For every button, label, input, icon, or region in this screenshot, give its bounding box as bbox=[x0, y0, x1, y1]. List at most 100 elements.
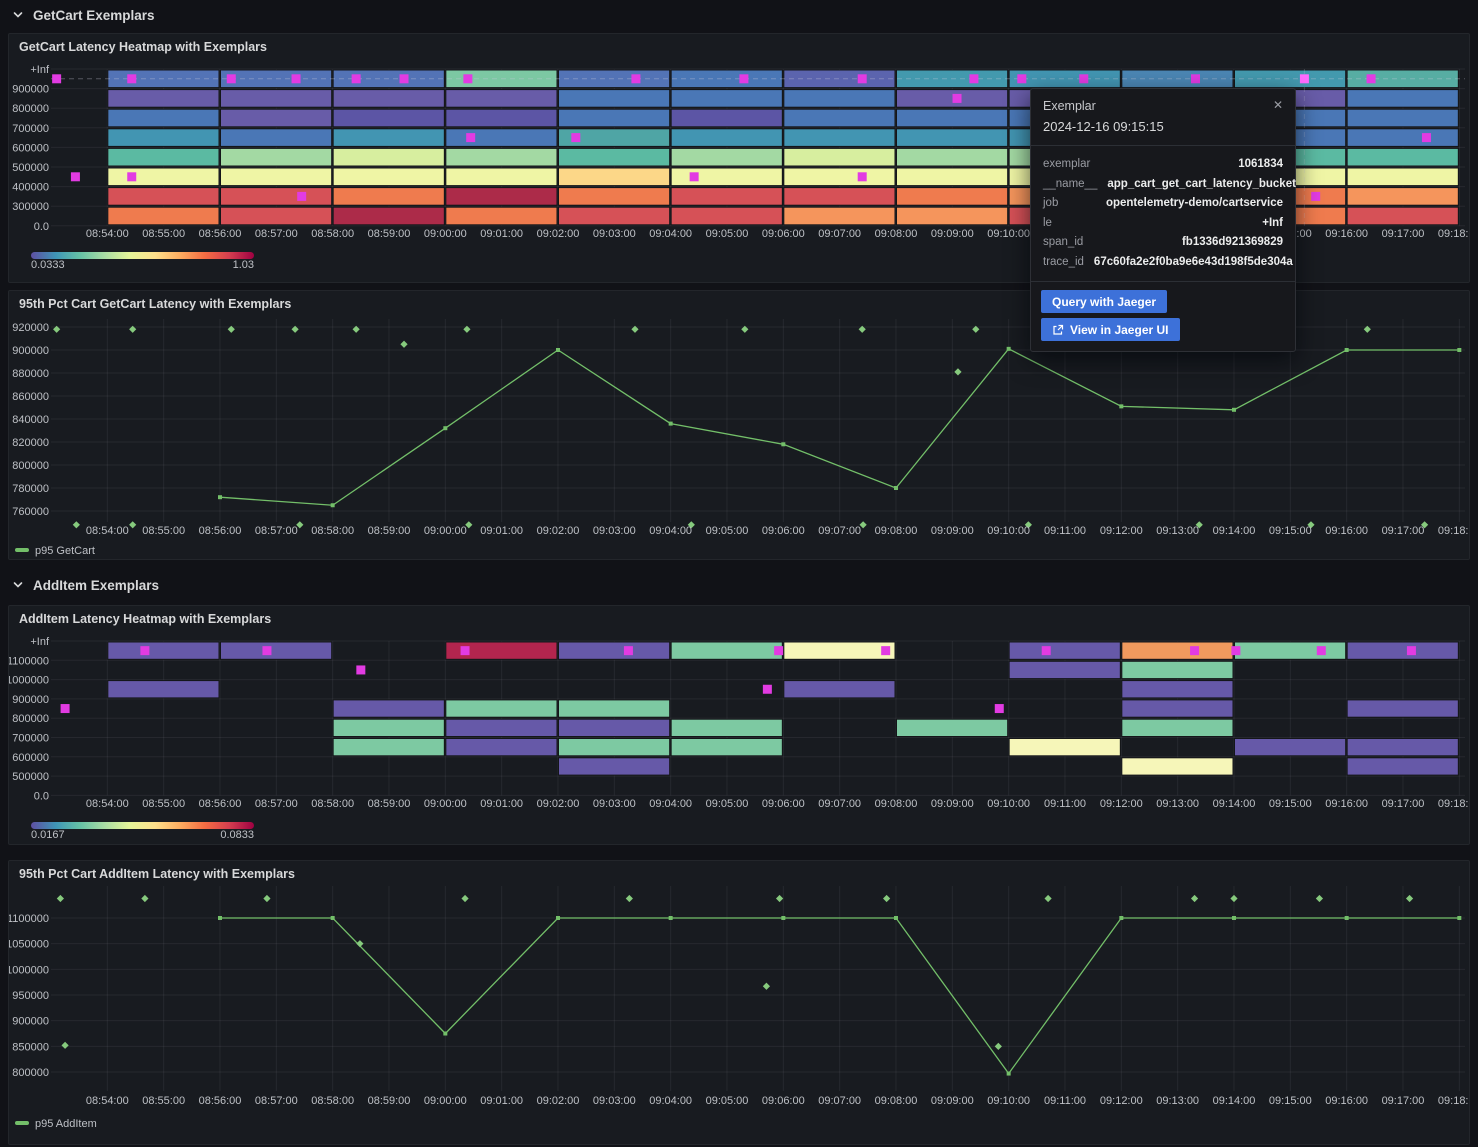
exemplar-marker-highlighted[interactable] bbox=[1299, 74, 1309, 84]
heatmap-cell[interactable] bbox=[332, 187, 445, 206]
heatmap-cell[interactable] bbox=[1346, 167, 1459, 187]
exemplar-marker[interactable] bbox=[857, 172, 867, 182]
exemplar-marker[interactable] bbox=[689, 172, 699, 182]
heatmap-cell[interactable] bbox=[445, 206, 558, 226]
panel-title[interactable]: 95th Pct Cart AddItem Latency with Exemp… bbox=[19, 867, 296, 881]
heatmap-cell[interactable] bbox=[895, 147, 1009, 167]
heatmap-cell[interactable] bbox=[219, 128, 333, 147]
heatmap-cell[interactable] bbox=[895, 128, 1009, 147]
heatmap-cell[interactable] bbox=[670, 108, 783, 128]
heatmap-cell[interactable] bbox=[670, 128, 783, 147]
exemplar-marker[interactable] bbox=[571, 133, 581, 143]
series-point[interactable] bbox=[330, 503, 335, 508]
heatmap-cell[interactable] bbox=[1346, 641, 1459, 660]
exemplar-diamond[interactable] bbox=[883, 894, 891, 903]
exemplar-marker[interactable] bbox=[774, 646, 784, 656]
heatmap-cell[interactable] bbox=[1233, 738, 1347, 757]
exemplar-marker[interactable] bbox=[1079, 74, 1089, 84]
heatmap-cell[interactable] bbox=[332, 108, 445, 128]
exemplar-marker[interactable] bbox=[127, 74, 137, 84]
heatmap-cell[interactable] bbox=[332, 738, 445, 757]
series-point[interactable] bbox=[668, 421, 673, 426]
series-point[interactable] bbox=[893, 486, 898, 490]
exemplar-diamond[interactable] bbox=[356, 940, 364, 948]
series-point[interactable] bbox=[1344, 916, 1349, 920]
heatmap-cell[interactable] bbox=[332, 206, 445, 226]
heatmap-cell[interactable] bbox=[1233, 69, 1347, 89]
heatmap-cell[interactable] bbox=[670, 89, 783, 108]
heatmap-cell[interactable] bbox=[895, 187, 1009, 206]
heatmap-cell[interactable] bbox=[557, 641, 671, 660]
exemplar-marker[interactable] bbox=[466, 133, 476, 143]
heatmap-cell[interactable] bbox=[445, 718, 558, 737]
exemplar-diamond[interactable] bbox=[1420, 521, 1429, 529]
heatmap-cell[interactable] bbox=[107, 680, 220, 699]
heatmap-cell[interactable] bbox=[557, 128, 671, 147]
section-row-additem[interactable]: AddItem Exemplars bbox=[0, 570, 1478, 600]
heatmap-cell[interactable] bbox=[332, 167, 445, 187]
heatmap-cell[interactable] bbox=[1008, 69, 1121, 89]
heatmap-cell[interactable] bbox=[1346, 147, 1459, 167]
heatmap-cell[interactable] bbox=[557, 147, 671, 167]
heatmap-cell[interactable] bbox=[107, 128, 220, 147]
heatmap-cell[interactable] bbox=[445, 167, 558, 187]
heatmap-cell[interactable] bbox=[783, 69, 896, 89]
series-point[interactable] bbox=[330, 916, 335, 920]
exemplar-marker[interactable] bbox=[463, 74, 473, 84]
exemplar-marker[interactable] bbox=[127, 172, 137, 182]
heatmap-cell[interactable] bbox=[1121, 680, 1234, 699]
heatmap-cell[interactable] bbox=[557, 738, 671, 757]
exemplar-diamond[interactable] bbox=[775, 894, 784, 903]
additem-latency-plot[interactable]: 1100000 1050000 1000000 950000 900000 850000 8… bbox=[9, 861, 1469, 1144]
series-point[interactable] bbox=[781, 442, 786, 447]
exemplar-diamond[interactable] bbox=[1230, 894, 1238, 903]
exemplar-diamond[interactable] bbox=[61, 1041, 69, 1049]
heatmap-cell[interactable] bbox=[332, 699, 445, 718]
heatmap-cell[interactable] bbox=[670, 69, 783, 89]
exemplar-marker[interactable] bbox=[762, 684, 772, 694]
heatmap-cell[interactable] bbox=[1346, 128, 1459, 147]
exemplar-marker[interactable] bbox=[297, 191, 307, 201]
exemplar-marker[interactable] bbox=[969, 74, 979, 84]
heatmap-cell[interactable] bbox=[445, 69, 558, 89]
series-point[interactable] bbox=[781, 916, 786, 920]
exemplar-marker[interactable] bbox=[1316, 646, 1326, 656]
exemplar-marker[interactable] bbox=[291, 74, 301, 84]
heatmap-cell[interactable] bbox=[1346, 206, 1459, 226]
exemplar-diamond[interactable] bbox=[994, 1042, 1002, 1050]
exemplar-marker[interactable] bbox=[623, 646, 633, 656]
section-row-getcart[interactable]: GetCart Exemplars bbox=[0, 0, 1478, 30]
heatmap-cell[interactable] bbox=[332, 147, 445, 167]
heatmap-cell[interactable] bbox=[445, 89, 558, 108]
series-point[interactable] bbox=[443, 1031, 448, 1036]
exemplar-marker[interactable] bbox=[140, 646, 150, 656]
heatmap-cell[interactable] bbox=[107, 108, 220, 128]
heatmap-cell[interactable] bbox=[670, 206, 783, 226]
heatmap-cell[interactable] bbox=[219, 641, 333, 660]
heatmap-cell[interactable] bbox=[670, 187, 783, 206]
heatmap-cell[interactable] bbox=[1346, 89, 1459, 108]
heatmap-cell[interactable] bbox=[1346, 187, 1459, 206]
heatmap-cell[interactable] bbox=[1346, 738, 1459, 757]
series-point[interactable] bbox=[1457, 348, 1462, 352]
exemplar-marker[interactable] bbox=[356, 665, 366, 675]
heatmap-cell[interactable] bbox=[219, 69, 333, 89]
heatmap-cell[interactable] bbox=[557, 757, 671, 776]
heatmap-cell[interactable] bbox=[783, 206, 896, 226]
heatmap-cell[interactable] bbox=[783, 128, 896, 147]
exemplar-marker[interactable] bbox=[70, 172, 80, 182]
heatmap-cell[interactable] bbox=[670, 641, 783, 660]
exemplar-diamond[interactable] bbox=[954, 368, 962, 376]
heatmap-cell[interactable] bbox=[445, 128, 558, 147]
series-point[interactable] bbox=[1457, 916, 1462, 920]
heatmap-cell[interactable] bbox=[1008, 738, 1121, 757]
exemplar-marker[interactable] bbox=[52, 74, 62, 84]
heatmap-cell[interactable] bbox=[557, 108, 671, 128]
exemplar-marker[interactable] bbox=[631, 74, 641, 84]
heatmap-cell[interactable] bbox=[783, 641, 896, 660]
series-point[interactable] bbox=[1231, 916, 1236, 920]
exemplar-diamond[interactable] bbox=[72, 521, 80, 529]
heatmap-cell[interactable] bbox=[557, 167, 671, 187]
legend-label[interactable]: p95 GetCart bbox=[35, 545, 95, 557]
heatmap-cell[interactable] bbox=[783, 167, 896, 187]
